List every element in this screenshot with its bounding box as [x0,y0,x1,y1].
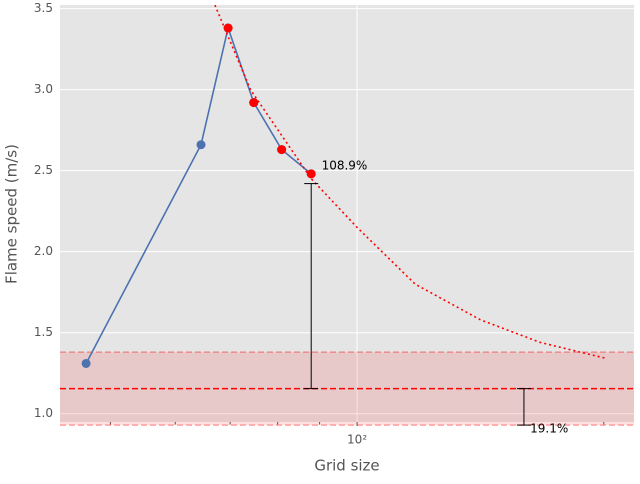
data-point [196,140,206,150]
y-tick-label: 3.0 [34,82,53,96]
y-tick-label: 2.0 [34,244,53,258]
x-axis-label: Grid size [314,457,379,475]
plot-area [60,5,634,422]
y-tick-label: 1.5 [34,325,53,339]
data-point [306,169,316,179]
y-tick-label: 2.5 [34,163,53,177]
data-point [81,358,91,368]
y-axis-label: Flame speed (m/s) [3,144,21,284]
data-point [277,145,287,155]
data-point [249,98,259,108]
y-tick-label: 3.5 [34,1,53,15]
y-tick-label: 1.0 [34,406,53,420]
data-point [223,23,233,33]
annotation: 108.9% [322,158,368,172]
fit-line [214,5,608,360]
annotation: 19.1% [530,422,568,436]
x-tick-label: 10² [347,433,367,447]
